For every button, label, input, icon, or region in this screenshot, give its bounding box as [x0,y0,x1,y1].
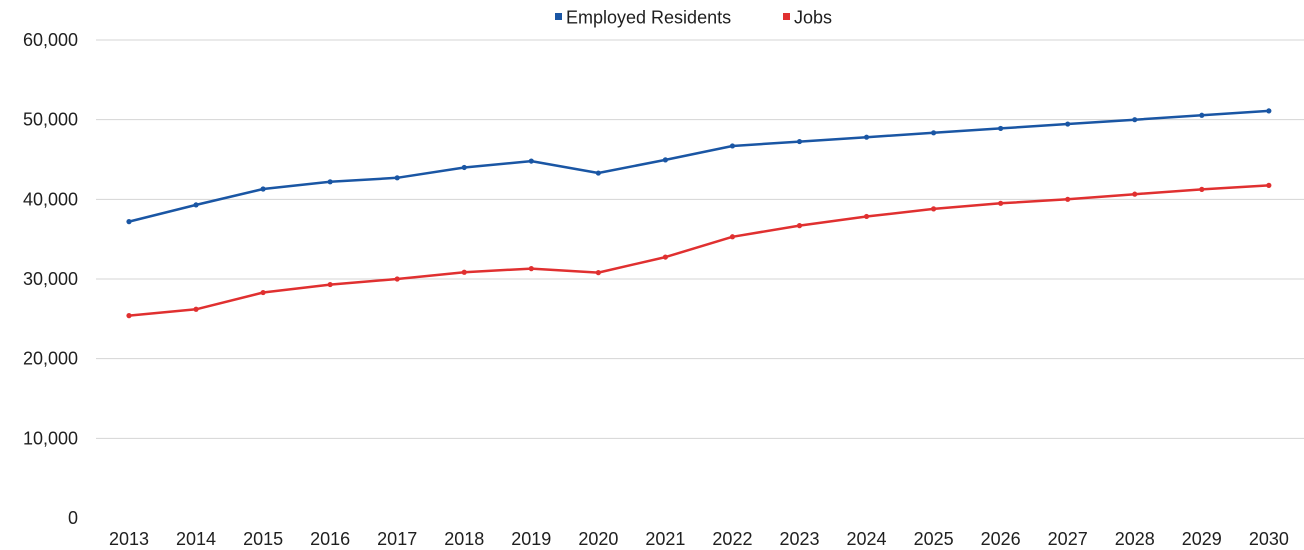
x-tick-label: 2017 [377,529,417,549]
series-line-jobs [127,184,1271,317]
y-axis-ticks: 0 10,000 20,000 30,000 40,000 50,000 60,000 [23,30,78,528]
x-tick-label: 2021 [645,529,685,549]
data-point [1132,117,1138,123]
series-line-employed-residents [127,109,1271,223]
data-point [595,270,601,276]
x-axis-ticks: 2013 2014 2015 2016 2017 2018 2019 2020 2021 2022… [109,529,1289,549]
data-point [863,134,870,140]
data-point [662,254,669,260]
x-tick-label: 2030 [1249,529,1289,549]
x-tick-label: 2025 [914,529,954,549]
y-tick-label: 30,000 [23,269,78,289]
data-point [327,281,333,288]
x-tick-label: 2028 [1115,529,1155,549]
data-point [461,269,467,275]
data-point [998,200,1004,206]
x-tick-label: 2029 [1182,529,1222,549]
x-tick-label: 2013 [109,529,149,549]
gridlines [96,39,1304,439]
x-tick-label: 2015 [243,529,283,549]
x-tick-label: 2027 [1048,529,1088,549]
y-tick-label: 10,000 [23,428,78,448]
data-point [729,143,736,149]
series-lines [126,108,1272,319]
data-point [1266,108,1272,114]
y-tick-label: 0 [68,508,78,528]
x-tick-label: 2026 [981,529,1021,549]
y-tick-label: 50,000 [23,110,78,130]
data-point [327,179,333,185]
data-point [394,175,400,181]
data-point [796,223,803,229]
data-point [1065,121,1071,127]
data-point [126,219,132,225]
x-tick-label: 2020 [578,529,618,549]
data-point [729,234,736,240]
x-tick-label: 2024 [847,529,887,549]
data-point [260,186,266,192]
data-point [126,313,132,319]
legend-swatch [783,13,790,20]
x-tick-label: 2023 [779,529,819,549]
data-point [1266,182,1272,188]
data-point [193,306,199,312]
data-point [662,157,669,163]
data-point [461,164,467,171]
data-point [998,125,1004,132]
data-point [796,138,803,145]
legend-label: Employed Residents [566,8,731,28]
data-point [528,266,534,272]
data-point [528,158,534,164]
data-point [394,276,400,282]
y-tick-label: 60,000 [23,30,78,50]
legend: Employed Residents Jobs [555,8,832,28]
x-tick-label: 2014 [176,529,216,549]
data-point [260,289,266,296]
data-point [931,206,937,212]
data-point [1199,186,1205,192]
x-tick-label: 2022 [712,529,752,549]
data-point [1065,196,1071,202]
legend-label: Jobs [794,8,832,28]
y-tick-label: 40,000 [23,189,78,209]
data-point [1199,112,1205,118]
x-tick-label: 2016 [310,529,350,549]
data-point [193,202,199,208]
data-point [931,130,937,136]
data-point [863,213,870,220]
data-point [1132,191,1138,197]
legend-swatch [555,13,562,20]
y-tick-label: 20,000 [23,349,78,369]
x-tick-label: 2019 [511,529,551,549]
data-point [595,170,601,176]
x-tick-label: 2018 [444,529,484,549]
